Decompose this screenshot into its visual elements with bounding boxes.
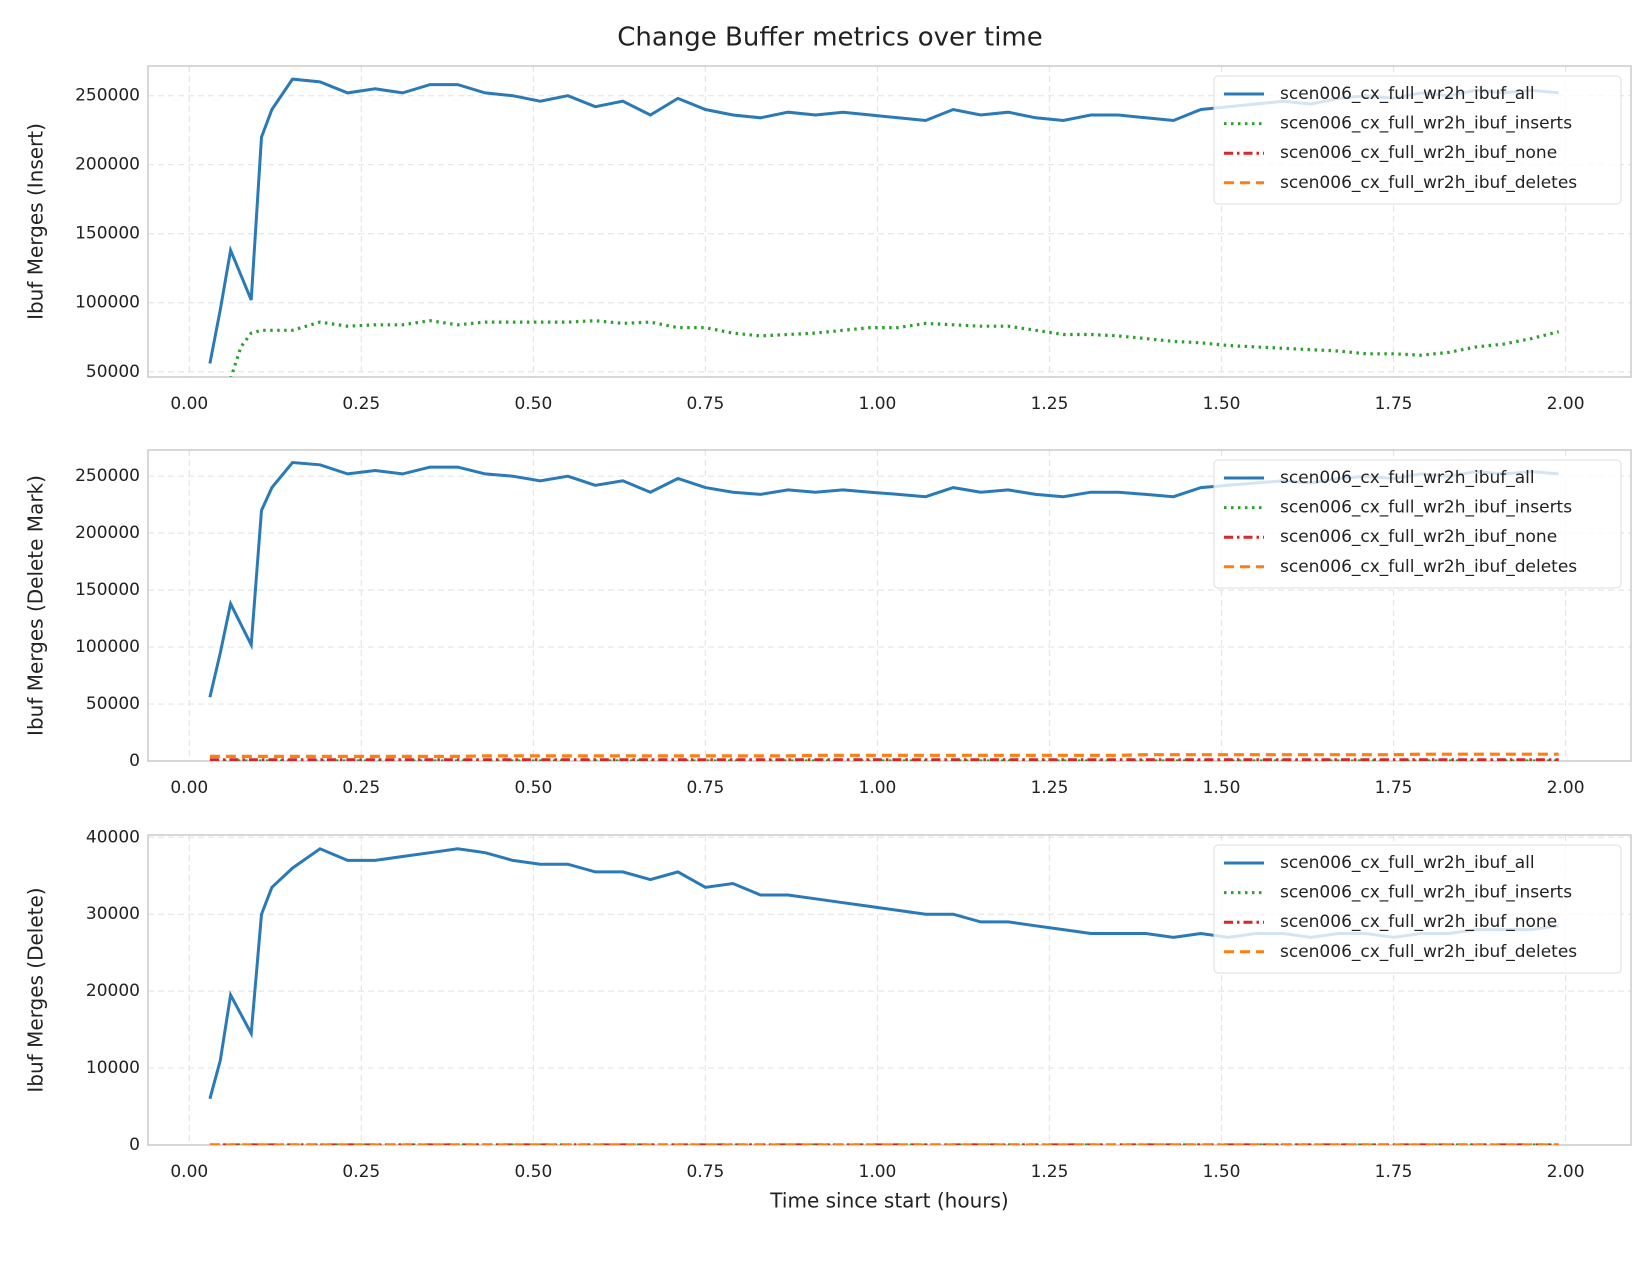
y-axis-label: Ibuf Merges (Delete Mark): [24, 475, 48, 736]
x-tick-label: 2.00: [1547, 1162, 1585, 1182]
y-tick-label: 20000: [86, 981, 140, 1001]
x-tick-label: 1.75: [1375, 778, 1413, 798]
legend-label: scen006_cx_full_wr2h_ibuf_inserts: [1280, 883, 1572, 903]
y-tick-label: 100000: [75, 637, 140, 657]
subplot: 0.00 0.25 0.50 0.75 1.00 1.25 1.50 1.75 2.00 0 500…: [24, 449, 1632, 798]
legend-label: scen006_cx_full_wr2h_ibuf_none: [1280, 912, 1557, 932]
legend-label: scen006_cx_full_wr2h_ibuf_all: [1280, 468, 1535, 488]
x-tick-label: 1.75: [1375, 1162, 1413, 1182]
y-tick-label: 0: [129, 1135, 140, 1155]
y-tick-label: 0: [129, 751, 140, 771]
y-tick-label: 250000: [75, 86, 140, 106]
data-line: [210, 433, 1559, 436]
legend-label: scen006_cx_full_wr2h_ibuf_all: [1280, 853, 1535, 873]
legend-box: [1213, 844, 1622, 974]
y-tick-label: 30000: [86, 904, 140, 924]
y-tick-label: 150000: [75, 580, 140, 600]
x-tick-label: 1.75: [1375, 394, 1413, 414]
x-tick-label: 0.00: [170, 778, 208, 798]
legend-label: scen006_cx_full_wr2h_ibuf_none: [1280, 143, 1557, 163]
x-tick-label: 1.00: [859, 778, 897, 798]
x-tick-label: 1.25: [1031, 778, 1069, 798]
data-line: [229, 319, 1560, 377]
x-tick-label: 1.50: [1203, 778, 1241, 798]
x-tick-label: 1.50: [1203, 394, 1241, 414]
x-tick-label: 0.75: [686, 394, 724, 414]
y-tick-label: 50000: [86, 362, 140, 382]
x-tick-label: 0.25: [342, 394, 380, 414]
legend-box: [1213, 459, 1622, 589]
legend: scen006_cx_full_wr2h_ibuf_all scen006_cx_…: [1213, 844, 1622, 974]
legend-label: scen006_cx_full_wr2h_ibuf_deletes: [1280, 942, 1577, 962]
x-tick-label: 0.75: [686, 778, 724, 798]
y-tick-label: 40000: [86, 827, 140, 847]
data-line: [209, 752, 1559, 758]
legend: scen006_cx_full_wr2h_ibuf_all scen006_cx_…: [1213, 75, 1622, 205]
y-tick-label: 10000: [86, 1058, 140, 1078]
x-tick-label: 0.50: [514, 778, 552, 798]
x-tick-label: 0.25: [342, 778, 380, 798]
legend-label: scen006_cx_full_wr2h_ibuf_deletes: [1280, 173, 1577, 193]
x-tick-label: 0.50: [514, 1162, 552, 1182]
y-axis-label: Ibuf Merges (Insert): [24, 123, 48, 320]
y-tick-label: 150000: [75, 224, 140, 244]
legend-label: scen006_cx_full_wr2h_ibuf_deletes: [1280, 557, 1577, 577]
x-tick-label: 1.50: [1203, 1162, 1241, 1182]
y-tick-label: 100000: [75, 293, 140, 313]
legend: scen006_cx_full_wr2h_ibuf_all scen006_cx_…: [1213, 459, 1622, 589]
y-tick-label: 200000: [75, 155, 140, 175]
x-tick-label: 0.00: [170, 1162, 208, 1182]
x-tick-label: 0.25: [342, 1162, 380, 1182]
y-tick-label: 250000: [75, 466, 140, 486]
figure-title: Change Buffer metrics over time: [617, 23, 1043, 53]
y-tick-label: 200000: [75, 523, 140, 543]
legend-label: scen006_cx_full_wr2h_ibuf_all: [1280, 84, 1535, 104]
x-axis-label: Time since start (hours): [769, 1189, 1008, 1213]
x-tick-label: 0.50: [514, 394, 552, 414]
x-tick-label: 1.00: [859, 394, 897, 414]
y-tick-label: 50000: [86, 694, 140, 714]
legend-label: scen006_cx_full_wr2h_ibuf_inserts: [1280, 114, 1572, 134]
x-tick-label: 1.00: [859, 1162, 897, 1182]
axes-frame: [147, 65, 1632, 378]
legend-label: scen006_cx_full_wr2h_ibuf_inserts: [1280, 498, 1572, 518]
x-tick-label: 2.00: [1547, 394, 1585, 414]
x-tick-label: 0.75: [686, 1162, 724, 1182]
x-tick-label: 0.00: [170, 394, 208, 414]
x-tick-label: 1.25: [1031, 394, 1069, 414]
legend-box: [1213, 75, 1622, 205]
subplot: 0.00 0.25 0.50 0.75 1.00 1.25 1.50 1.75 2.00 5000…: [24, 65, 1632, 436]
y-axis-label: Ibuf Merges (Delete): [24, 887, 48, 1092]
subplot: 0.00 0.25 0.50 0.75 1.00 1.25 1.50 1.75 2.00 0 100…: [24, 827, 1632, 1213]
legend-label: scen006_cx_full_wr2h_ibuf_none: [1280, 527, 1557, 547]
x-tick-label: 2.00: [1547, 778, 1585, 798]
x-tick-label: 1.25: [1031, 1162, 1069, 1182]
